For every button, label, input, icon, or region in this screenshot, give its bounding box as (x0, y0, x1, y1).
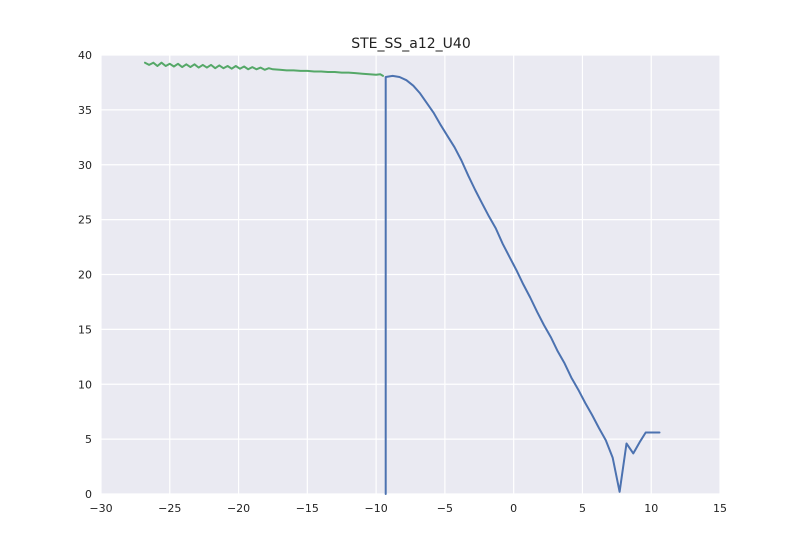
y-tick-label: 35 (78, 104, 92, 117)
y-tick-label: 20 (78, 269, 92, 282)
x-tick-label: −15 (296, 502, 319, 515)
x-tick-label: −30 (89, 502, 112, 515)
x-tick-label: −20 (227, 502, 250, 515)
y-tick-label: 0 (85, 488, 92, 501)
y-tick-label: 30 (78, 159, 92, 172)
y-tick-label: 25 (78, 214, 92, 227)
y-tick-label: 40 (78, 49, 92, 62)
series-layer (144, 61, 661, 495)
x-tick-label: 0 (510, 502, 517, 515)
tick-label-layer: −30 −25 −20 −15 −10 −5 0 5 10 15 0 5 10 15 20 25 30 35 40 (78, 49, 727, 515)
series-line-1 (144, 61, 384, 77)
y-tick-label: 5 (85, 433, 92, 446)
series-line-2 (384, 74, 661, 495)
y-tick-label: 15 (78, 323, 92, 336)
x-tick-label: −25 (158, 502, 181, 515)
x-tick-label: −10 (365, 502, 388, 515)
x-tick-label: 15 (713, 502, 727, 515)
y-tick-label: 10 (78, 378, 92, 391)
x-tick-label: 10 (644, 502, 658, 515)
chart-title: STE_SS_a12_U40 (351, 36, 471, 52)
x-tick-label: 5 (579, 502, 586, 515)
x-tick-label: −5 (437, 502, 453, 515)
grid-layer (100, 54, 721, 495)
